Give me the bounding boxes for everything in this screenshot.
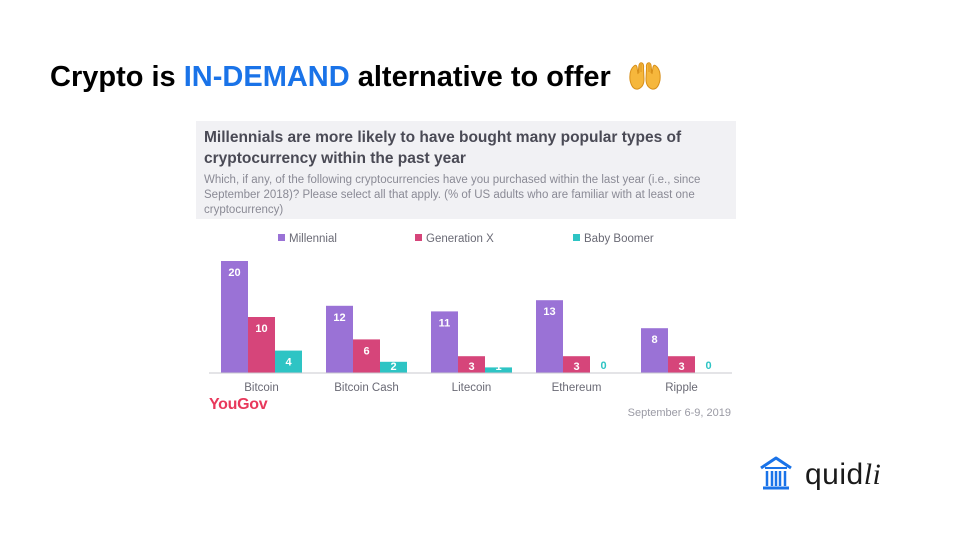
bar bbox=[641, 328, 668, 373]
data-label: 0 bbox=[705, 360, 711, 372]
bar bbox=[485, 367, 512, 373]
title-suffix: alternative to offer bbox=[349, 61, 611, 93]
bar bbox=[563, 356, 590, 373]
bar bbox=[326, 305, 353, 373]
palms-up-together-icon bbox=[627, 60, 663, 100]
data-label: 3 bbox=[573, 361, 579, 373]
bar bbox=[248, 317, 275, 373]
legend-label-3: Baby Boomer bbox=[584, 233, 654, 245]
data-label: 13 bbox=[543, 306, 555, 318]
data-label: 12 bbox=[333, 312, 345, 324]
data-label: 3 bbox=[468, 361, 474, 373]
category-label: Bitcoin Cash bbox=[334, 382, 399, 394]
legend-label-1: Millennial bbox=[289, 233, 337, 245]
data-label: 1 bbox=[495, 361, 501, 373]
data-label: 2 bbox=[390, 361, 396, 373]
legend-swatch-2 bbox=[415, 234, 422, 241]
title-prefix: Crypto is bbox=[50, 61, 184, 93]
category-label: Ethereum bbox=[552, 382, 602, 394]
source-date: September 6-9, 2019 bbox=[627, 407, 731, 419]
bar bbox=[458, 356, 485, 373]
bar bbox=[668, 356, 695, 373]
category-label: Ripple bbox=[665, 382, 698, 394]
data-label: 11 bbox=[439, 317, 451, 329]
chart-subtitle: Which, if any, of the following cryptocu… bbox=[204, 174, 701, 216]
bar bbox=[353, 339, 380, 373]
chart-card: Millennials are more likely to have boug… bbox=[183, 113, 751, 433]
source-logo: YouGov bbox=[209, 396, 268, 413]
data-label: 3 bbox=[678, 361, 684, 373]
chart-header: Millennials are more likely to have boug… bbox=[196, 121, 736, 219]
brand-name-italic: li bbox=[863, 458, 882, 491]
brand-name-plain: quid bbox=[805, 458, 864, 491]
bar bbox=[536, 300, 563, 373]
category-label: Bitcoin bbox=[244, 382, 279, 394]
data-label: 20 bbox=[228, 267, 240, 279]
bar bbox=[431, 311, 458, 373]
data-label: 6 bbox=[363, 345, 369, 357]
data-label: 8 bbox=[651, 334, 657, 346]
bar bbox=[275, 350, 302, 373]
brand-name: quidli bbox=[805, 458, 881, 492]
legend-swatch-3 bbox=[573, 234, 580, 241]
brand-logo: quidli bbox=[757, 455, 881, 495]
bar bbox=[380, 361, 407, 373]
slide-title: Crypto is IN-DEMAND alternative to offer bbox=[50, 60, 663, 100]
data-label: 10 bbox=[255, 323, 267, 335]
data-label: 4 bbox=[285, 357, 292, 369]
legend-swatch-1 bbox=[278, 234, 285, 241]
building-columns-icon bbox=[757, 454, 795, 497]
chart-title: Millennials are more likely to have boug… bbox=[204, 129, 682, 167]
bar-chart: Millennial Generation X Baby Boomer20104Bi… bbox=[209, 233, 732, 394]
category-label: Litecoin bbox=[452, 382, 492, 394]
data-label: 0 bbox=[600, 360, 606, 372]
bar bbox=[221, 261, 248, 373]
legend-label-2: Generation X bbox=[426, 233, 494, 245]
title-accent: IN-DEMAND bbox=[183, 61, 350, 93]
